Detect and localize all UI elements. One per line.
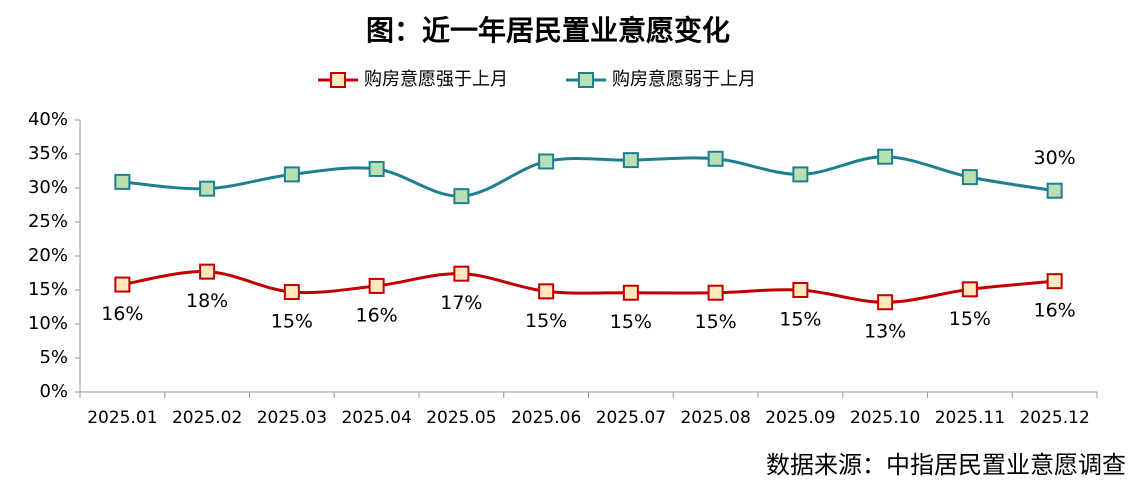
x-tick-label: 2025.03 xyxy=(257,408,327,428)
data-point xyxy=(114,173,131,190)
series-line xyxy=(122,155,1055,198)
data-point xyxy=(1046,182,1063,199)
data-point xyxy=(283,284,300,301)
x-tick-label: 2025.01 xyxy=(87,408,157,428)
data-point xyxy=(114,276,131,293)
data-label: 15% xyxy=(271,311,313,333)
x-tick-label: 2025.10 xyxy=(850,408,920,428)
x-tick-label: 2025.08 xyxy=(680,408,750,428)
x-tick-label: 2025.09 xyxy=(765,408,835,428)
data-point xyxy=(453,188,470,205)
x-tick-label: 2025.07 xyxy=(596,408,666,428)
data-label: 15% xyxy=(610,311,652,333)
data-label: 15% xyxy=(949,308,991,330)
x-tick-label: 2025.12 xyxy=(1019,408,1089,428)
y-tick-label: 5% xyxy=(39,347,68,368)
data-point xyxy=(622,152,639,169)
x-tick-label: 2025.02 xyxy=(172,408,242,428)
data-label: 18% xyxy=(186,290,228,312)
source-note: 数据来源：中指居民置业意愿调查 xyxy=(766,451,1126,479)
y-tick-label: 35% xyxy=(28,143,68,164)
x-tick-label: 2025.11 xyxy=(935,408,1005,428)
data-point xyxy=(622,284,639,301)
data-point xyxy=(877,294,894,311)
y-tick-label: 15% xyxy=(28,279,68,300)
data-point xyxy=(368,160,385,177)
data-point xyxy=(961,169,978,186)
y-tick-label: 40% xyxy=(28,109,68,130)
data-point xyxy=(368,277,385,294)
data-point xyxy=(1046,273,1063,290)
series-line xyxy=(122,270,1055,304)
legend-marker xyxy=(578,72,594,88)
data-point xyxy=(453,265,470,282)
data-point xyxy=(199,263,216,280)
legend-label: 购房意愿强于上月 xyxy=(364,69,508,90)
data-label: 13% xyxy=(864,321,906,343)
data-label: 16% xyxy=(101,303,143,325)
data-point xyxy=(877,148,894,165)
y-tick-label: 25% xyxy=(28,211,68,232)
data-point xyxy=(283,166,300,183)
data-point xyxy=(199,180,216,197)
y-tick-label: 0% xyxy=(39,381,68,402)
data-label: 30% xyxy=(1034,147,1076,169)
data-point xyxy=(538,283,555,300)
data-point xyxy=(792,166,809,183)
y-tick-label: 20% xyxy=(28,245,68,266)
data-point xyxy=(707,284,724,301)
data-label: 16% xyxy=(356,304,398,326)
data-point xyxy=(538,153,555,170)
x-tick-label: 2025.05 xyxy=(426,408,496,428)
chart-title: 图：近一年居民置业意愿变化 xyxy=(366,14,730,47)
x-tick-label: 2025.06 xyxy=(511,408,581,428)
data-label: 15% xyxy=(525,310,567,332)
y-tick-label: 10% xyxy=(28,313,68,334)
data-label: 15% xyxy=(779,309,821,331)
data-label: 17% xyxy=(440,292,482,314)
data-label: 16% xyxy=(1034,300,1076,322)
x-tick-label: 2025.04 xyxy=(341,408,411,428)
data-label: 15% xyxy=(695,311,737,333)
data-point xyxy=(707,150,724,167)
legend-label: 购房意愿弱于上月 xyxy=(612,69,756,90)
data-point xyxy=(961,281,978,298)
y-tick-label: 30% xyxy=(28,177,68,198)
data-point xyxy=(792,282,809,298)
legend-marker xyxy=(330,72,346,88)
